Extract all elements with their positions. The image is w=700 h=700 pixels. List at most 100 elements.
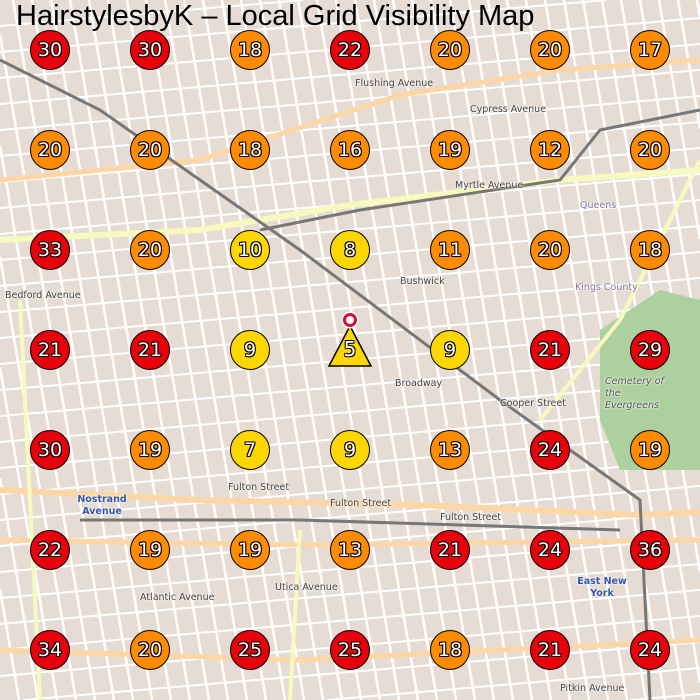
grid-rank-marker[interactable]: 29 [630, 330, 670, 370]
map-label: Broadway [395, 378, 443, 389]
grid-rank-marker[interactable]: 22 [30, 530, 70, 570]
street [676, 0, 700, 129]
triangle-icon [327, 324, 373, 367]
street [0, 277, 700, 339]
grid-rank-marker[interactable]: 19 [230, 530, 270, 570]
grid-rank-marker[interactable]: 18 [230, 130, 270, 170]
grid-rank-marker[interactable]: 25 [330, 630, 370, 670]
utica-avenue [288, 529, 302, 700]
grid-rank-marker[interactable]: 30 [30, 30, 70, 70]
grid-rank-marker[interactable]: 18 [230, 30, 270, 70]
grid-rank-marker[interactable]: 20 [630, 130, 670, 170]
grid-rank-marker[interactable]: 36 [630, 530, 670, 570]
street [524, 0, 648, 700]
business-location-marker[interactable] [343, 313, 357, 327]
grid-rank-marker[interactable]: 7 [230, 430, 270, 470]
grid-rank-marker[interactable]: 19 [430, 130, 470, 170]
grid-rank-marker[interactable]: 30 [30, 430, 70, 470]
map-label: Fulton Street [440, 512, 502, 523]
grid-rank-marker[interactable]: 19 [130, 530, 170, 570]
grid-rank-marker[interactable]: 20 [130, 230, 170, 270]
grid-rank-marker[interactable]: 17 [630, 30, 670, 70]
grid-rank-marker[interactable]: 24 [630, 630, 670, 670]
flushing-avenue [0, 57, 700, 183]
grid-rank-marker[interactable]: 11 [430, 230, 470, 270]
map-label: East New York [577, 576, 627, 599]
street [0, 0, 304, 27]
grid-rank-marker[interactable]: 13 [330, 530, 370, 570]
grid-rank-marker[interactable]: 24 [530, 430, 570, 470]
grid-rank-marker[interactable]: 12 [530, 130, 570, 170]
street [0, 478, 40, 700]
street [258, 0, 382, 700]
grid-rank-marker[interactable]: 22 [330, 30, 370, 70]
map-label: Pitkin Avenue [560, 683, 625, 694]
grid-rank-marker[interactable]: 30 [130, 30, 170, 70]
map-label: Utica Avenue [275, 582, 338, 593]
street [23, 641, 700, 700]
grid-rank-marker[interactable]: 13 [430, 430, 470, 470]
street [467, 0, 591, 700]
map-label: Nostrand Avenue [77, 494, 127, 517]
map-label: Fulton Street [228, 482, 290, 493]
street [334, 0, 458, 700]
grid-rank-marker[interactable]: 33 [30, 230, 70, 270]
map-label: Atlantic Avenue [140, 592, 215, 603]
grid-rank-marker[interactable]: 9 [430, 330, 470, 370]
grid-rank-marker[interactable]: 21 [130, 330, 170, 370]
grid-rank-marker[interactable]: 20 [130, 130, 170, 170]
street [0, 563, 700, 625]
street [11, 0, 135, 700]
map-label: Cemetery of the Evergreens [605, 376, 664, 411]
street [0, 0, 607, 53]
street [0, 43, 700, 105]
grid-rank-marker[interactable]: 25 [230, 630, 270, 670]
rail-line [259, 108, 700, 232]
grid-rank-marker[interactable]: 20 [430, 30, 470, 70]
map-title: HairstylesbyK – Local Grid Visibility Ma… [16, 0, 535, 32]
grid-rank-marker[interactable]: 21 [530, 330, 570, 370]
grid-rank-marker[interactable]: 20 [530, 230, 570, 270]
street [0, 485, 700, 547]
grid-rank-marker[interactable]: 18 [430, 630, 470, 670]
map-label: Kings County [575, 282, 638, 293]
grid-rank-marker[interactable]: 19 [130, 430, 170, 470]
street [353, 0, 477, 700]
grid-rank-marker[interactable]: 18 [630, 230, 670, 270]
grid-rank-marker[interactable]: 20 [30, 130, 70, 170]
grid-rank-marker[interactable]: 21 [430, 530, 470, 570]
grid-rank-marker[interactable]: 34 [30, 630, 70, 670]
map-label: Flushing Avenue [355, 78, 434, 89]
street [239, 0, 363, 700]
street [629, 693, 700, 700]
grid-rank-marker[interactable]: 20 [130, 630, 170, 670]
grid-rank-marker[interactable]: 16 [330, 130, 370, 170]
grid-rank-marker[interactable]: 9 [330, 430, 370, 470]
grid-rank-marker[interactable]: 24 [530, 530, 570, 570]
grid-rank-marker[interactable]: 9 [230, 330, 270, 370]
street [0, 147, 700, 209]
street [326, 667, 700, 700]
park [600, 290, 700, 470]
myrtle-avenue [0, 167, 700, 243]
street [600, 0, 700, 572]
street [0, 588, 21, 700]
street [0, 459, 700, 521]
street [0, 589, 700, 651]
street [163, 0, 287, 700]
street [220, 0, 344, 700]
rank-value: 5 [343, 337, 357, 361]
map-label: Fulton Street [330, 498, 392, 509]
grid-rank-marker[interactable]: 21 [30, 330, 70, 370]
street [49, 0, 173, 700]
map-label: Myrtle Avenue [455, 180, 524, 191]
grid-rank-marker[interactable]: 8 [330, 230, 370, 270]
grid-rank-marker[interactable]: 20 [530, 30, 570, 70]
street [30, 0, 154, 700]
business-rank-marker[interactable]: 5 [327, 324, 373, 368]
grid-rank-marker[interactable]: 21 [530, 630, 570, 670]
grid-rank-marker[interactable]: 19 [630, 430, 670, 470]
street [0, 251, 700, 313]
map-label: Bedford Avenue [5, 290, 81, 301]
grid-rank-marker[interactable]: 10 [230, 230, 270, 270]
